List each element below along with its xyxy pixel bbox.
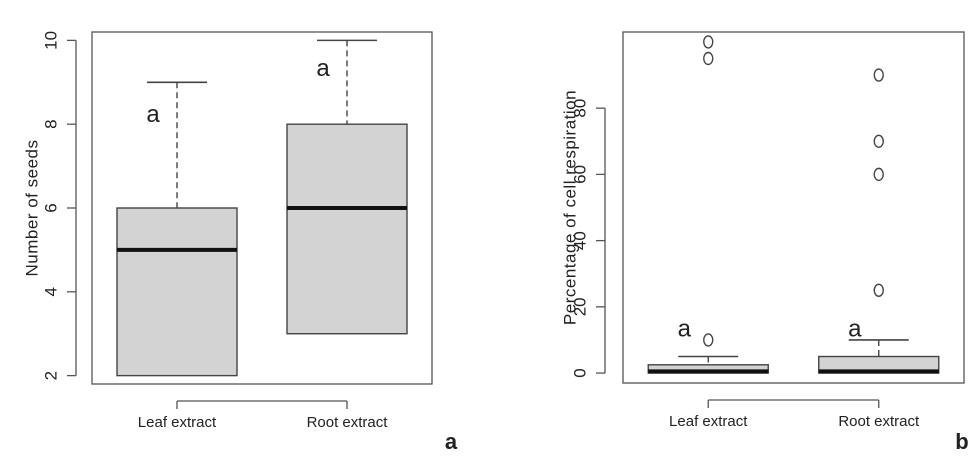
interquartile-box: [116, 207, 238, 377]
plot-frame: [91, 31, 433, 385]
x-tick-label: Leaf extract: [669, 413, 748, 430]
y-axis-label: Percentage of cell respiration: [560, 90, 579, 325]
outlier-point: [703, 333, 714, 347]
y-tick-label: 2: [41, 371, 60, 380]
box-leaf-extract: Leaf extract a: [116, 81, 238, 431]
box-leaf-extract: Leaf extract a: [647, 35, 769, 430]
plot-frame: [622, 31, 965, 384]
y-tick-label: 80: [570, 99, 589, 118]
y-tick-label: 40: [570, 231, 589, 250]
y-tick-label: 60: [570, 165, 589, 184]
y-tick-label: 6: [41, 203, 60, 212]
y-tick-label: 10: [41, 31, 60, 50]
interquartile-box: [286, 123, 408, 335]
outlier-point: [873, 167, 884, 182]
panel-label: a: [445, 429, 458, 454]
significance-letter: a: [316, 55, 330, 82]
outlier-point: [873, 283, 884, 297]
outlier-point: [873, 134, 884, 148]
significance-letter: a: [678, 315, 692, 342]
x-tick-label: Leaf extract: [138, 414, 217, 431]
y-axis-label: Number of seeds: [22, 140, 41, 277]
outlier-point: [703, 51, 714, 66]
y-tick-label: 20: [570, 297, 589, 316]
panel-label: b: [955, 429, 968, 454]
y-tick-label: 4: [41, 287, 60, 296]
box-root-extract: Root extract a: [818, 68, 940, 430]
outlier-point: [703, 35, 714, 49]
y-tick-label: 8: [41, 119, 60, 128]
significance-letter: a: [848, 315, 862, 342]
box-root-extract: Root extract a: [286, 39, 408, 431]
y-tick-label: 0: [570, 368, 589, 377]
x-tick-label: Root extract: [307, 414, 389, 431]
x-tick-label: Root extract: [838, 413, 920, 430]
outlier-point: [873, 68, 884, 82]
significance-letter: a: [146, 101, 160, 128]
